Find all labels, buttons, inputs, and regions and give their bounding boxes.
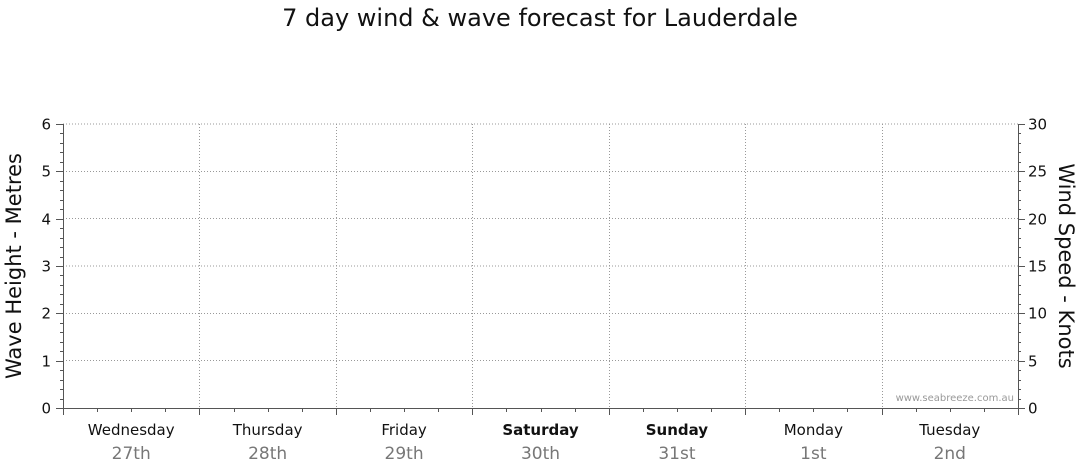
day-date-label: 31st: [658, 444, 695, 464]
day-label: Saturday: [502, 421, 579, 439]
chart-title: 7 day wind & wave forecast for Lauderdal…: [282, 4, 798, 32]
left-tick-label: 3: [41, 258, 51, 276]
left-tick-label: 6: [41, 116, 51, 134]
right-tick-label: 20: [1028, 211, 1047, 229]
left-tick-label: 1: [41, 353, 51, 371]
right-tick-label: 10: [1028, 305, 1047, 323]
day-label: Wednesday: [88, 421, 175, 439]
left-tick-label: 4: [41, 211, 51, 229]
day-label: Friday: [381, 421, 427, 439]
day-date-label: 1st: [800, 444, 827, 464]
right-tick-label: 30: [1028, 116, 1047, 134]
day-label: Tuesday: [918, 421, 980, 439]
day-date-label: 2nd: [934, 444, 966, 464]
left-tick-label: 0: [41, 400, 51, 418]
left-axis-title: Wave Height - Metres: [2, 153, 26, 379]
right-tick-label: 5: [1028, 353, 1038, 371]
day-label: Thursday: [232, 421, 303, 439]
day-label: Monday: [784, 421, 843, 439]
watermark-text: www.seabreeze.com.au: [896, 393, 1014, 404]
right-axis-title: Wind Speed - Knots: [1054, 163, 1078, 368]
day-date-label: 28th: [248, 444, 287, 464]
right-tick-label: 0: [1028, 400, 1038, 418]
left-tick-label: 5: [41, 163, 51, 181]
right-tick-label: 25: [1028, 163, 1047, 181]
left-tick-label: 2: [41, 305, 51, 323]
day-label: Sunday: [646, 421, 709, 439]
day-date-label: 30th: [521, 444, 560, 464]
day-date-label: 27th: [112, 444, 151, 464]
day-date-label: 29th: [385, 444, 424, 464]
right-tick-label: 15: [1028, 258, 1047, 276]
